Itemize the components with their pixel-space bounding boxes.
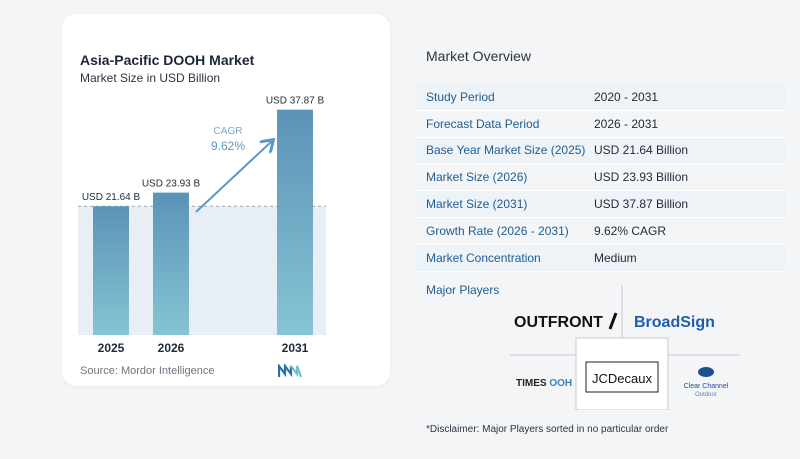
overview-row-value: 2020 - 2031	[594, 89, 659, 104]
overview-row: Market Size (2026) USD 23.93 Billion	[416, 164, 786, 192]
jcdecaux-logo: JCDecaux	[592, 371, 652, 386]
clear-channel-logo: Clear Channel	[684, 383, 729, 390]
overview-row-label: Market Concentration	[426, 250, 541, 265]
overview-row-value: 2026 - 2031	[594, 116, 659, 131]
chart-card	[62, 14, 390, 386]
outfront-slash-icon	[608, 312, 618, 330]
overview-row-label: Study Period	[426, 89, 495, 104]
overview-row-value: USD 21.64 Billion	[594, 143, 689, 158]
overview-row-label: Growth Rate (2026 - 2031)	[426, 223, 569, 238]
mordor-intelligence-logo	[278, 364, 302, 378]
outfront-logo: OUTFRONT	[514, 314, 603, 331]
disclaimer-text: *Disclaimer: Major Players sorted in no …	[426, 424, 669, 435]
overview-row-label: Market Size (2031)	[426, 197, 528, 212]
overview-row: Study Period 2020 - 2031	[416, 84, 786, 111]
times-ooh-logo: TIMES OOH	[516, 378, 572, 389]
overview-table: Study Period 2020 - 2031 Forecast Data Per…	[416, 84, 786, 272]
major-players-title: Major Players	[426, 283, 500, 297]
chart-subtitle: Market Size in USD Billion	[80, 71, 221, 85]
overview-row-value: Medium	[594, 250, 637, 265]
market-overview-title: Market Overview	[426, 48, 532, 64]
overview-row-label: Market Size (2026)	[426, 170, 528, 185]
overview-row-value: 9.62% CAGR	[594, 223, 667, 238]
overview-row-value: USD 23.93 Billion	[594, 170, 689, 185]
overview-row: Base Year Market Size (2025) USD 21.64 Bi…	[416, 137, 786, 165]
overview-row: Market Size (2031) USD 37.87 Billion	[416, 191, 786, 218]
major-players-logos: OUTFRONT BroadSign TIMES OOH JCDecaux Cl…	[510, 285, 740, 410]
overview-row-label: Base Year Market Size (2025)	[426, 143, 586, 158]
clear-channel-outdoor: Outdoor	[695, 392, 717, 398]
clear-channel-icon	[698, 367, 714, 377]
overview-row-value: USD 37.87 Billion	[594, 197, 689, 212]
overview-row: Market Concentration Medium	[416, 244, 786, 272]
chart-title: Asia-Pacific DOOH Market	[80, 52, 255, 68]
overview-row: Forecast Data Period 2026 - 2031	[416, 111, 786, 138]
overview-row-label: Forecast Data Period	[426, 116, 540, 131]
source-text: Source: Mordor Intelligence	[80, 365, 215, 377]
broadsign-logo: BroadSign	[634, 314, 715, 331]
overview-row: Growth Rate (2026 - 2031) 9.62% CAGR	[416, 218, 786, 245]
